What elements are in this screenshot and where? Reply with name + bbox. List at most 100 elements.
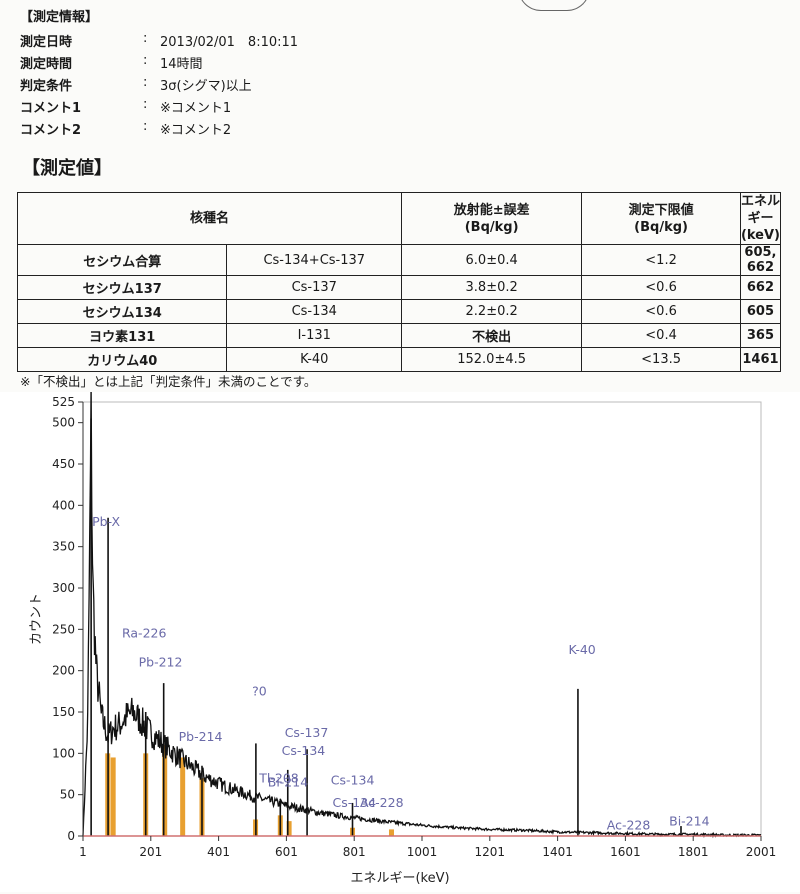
x-axis: 1 201 401 601 801 1001 1201 1401 1601 1801 2001 <box>79 836 776 859</box>
header-limit: 測定下限値 (Bq/kg) <box>581 192 741 245</box>
y-tick-label: 50 <box>60 788 75 802</box>
info-colon: : <box>143 97 148 112</box>
info-label: コメント1 <box>20 101 82 116</box>
stamp-mark <box>518 0 590 11</box>
peak-annotations: Pb-X Ra-226 Pb-212 ?0 Pb-214 Cs-137 Cs-134 Tl-2… <box>92 514 709 832</box>
x-tick-label: 1601 <box>610 845 641 859</box>
y-tick-label: 0 <box>67 829 75 843</box>
y-tick-label: 500 <box>52 416 75 430</box>
table-row: セシウム134 Cs-134 2.2±0.2 <0.6 605 <box>16 299 782 324</box>
info-colon: : <box>143 31 148 46</box>
x-tick-label: 1801 <box>678 845 709 859</box>
activity-value: 152.0±4.5 <box>401 347 583 372</box>
table-header-row: 核種名 放射能±誤差 (Bq/kg) 測定下限値 (Bq/kg) エネルギー (keV… <box>16 192 782 245</box>
peak-annotation: Bi-214 <box>268 774 308 789</box>
peak-annotation: Ac-228 <box>607 817 651 832</box>
y-tick-label: 150 <box>52 705 75 719</box>
peak-annotation: K-40 <box>568 642 595 657</box>
peak-annotation: Pb-212 <box>139 655 183 670</box>
limit-value: <13.5 <box>581 347 741 372</box>
y-tick-label: 525 <box>52 395 75 409</box>
table-row: セシウム合算 Cs-134+Cs-137 6.0±0.4 <1.2 605, 6… <box>16 244 782 276</box>
header-activity: 放射能±誤差 (Bq/kg) <box>401 192 583 245</box>
header-energy-unit: (keV) <box>740 228 780 243</box>
peak-annotation: Tl-208 <box>258 770 299 785</box>
limit-value: <0.4 <box>581 323 741 348</box>
highlight-band <box>286 821 292 836</box>
nuclide-name: セシウム合算 <box>16 244 228 276</box>
highlight-band <box>162 745 168 836</box>
limit-value: <0.6 <box>581 299 741 324</box>
nuclide-code: Cs-134+Cs-137 <box>226 244 403 276</box>
info-colon: : <box>143 119 148 134</box>
y-tick-label: 250 <box>52 622 75 636</box>
x-tick-label: 401 <box>207 845 230 859</box>
energy-value: 662 <box>739 275 782 300</box>
y-tick-label: 100 <box>52 746 75 760</box>
energy-value: 365 <box>739 323 782 348</box>
table-row: カリウム40 K-40 152.0±4.5 <13.5 1461 <box>16 347 782 372</box>
header-energy: エネルギー (keV) <box>739 192 782 245</box>
x-tick-label: 1401 <box>542 845 573 859</box>
y-axis-label: カウント <box>29 593 44 645</box>
info-value: ※コメント1 <box>160 101 232 116</box>
nuclide-code: Cs-137 <box>226 275 403 300</box>
header-limit-unit: (Bq/kg) <box>634 219 688 235</box>
header-activity-label: 放射能±誤差 <box>453 202 530 218</box>
energy-value: 605, 662 <box>739 244 782 276</box>
header-activity-unit: (Bq/kg) <box>464 219 519 235</box>
x-tick-label: 801 <box>343 845 366 859</box>
info-section-header: 【測定情報】 <box>20 10 99 25</box>
spectrum-line <box>82 392 762 839</box>
activity-value: 3.8±0.2 <box>401 275 583 300</box>
x-tick-label: 201 <box>139 845 162 859</box>
peak-annotation: Ac-228 <box>360 795 404 810</box>
x-tick-label: 1 <box>79 845 87 859</box>
chart-background <box>0 392 800 892</box>
peak-annotation: Cs-137 <box>285 725 329 740</box>
info-value: 14時間 <box>160 57 203 72</box>
x-tick-label: 2001 <box>746 845 777 859</box>
measurement-section-header: 【測定値】 <box>22 158 112 179</box>
highlight-band <box>388 829 394 836</box>
activity-value: 不検出 <box>401 323 583 348</box>
info-value: 2013/02/01 8:10:11 <box>160 35 299 50</box>
info-value: 3σ(シグマ)以上 <box>160 79 252 94</box>
table-row: セシウム137 Cs-137 3.8±0.2 <0.6 662 <box>16 275 782 300</box>
nuclide-name: セシウム137 <box>16 275 228 300</box>
highlight-band <box>180 757 186 836</box>
energy-value: 1461 <box>739 347 782 372</box>
peak-annotation: Pb-X <box>92 514 120 529</box>
y-tick-label: 400 <box>52 498 75 512</box>
energy-value: 605 <box>739 299 782 324</box>
y-tick-label: 200 <box>52 664 75 678</box>
peak-annotation: Cs-134 <box>331 773 375 788</box>
nuclide-name: ヨウ素131 <box>16 323 228 348</box>
peak-annotation: Pb-214 <box>179 729 223 744</box>
y-tick-label: 450 <box>52 457 75 471</box>
info-label: 測定時間 <box>20 57 73 72</box>
header-nuclide: 核種名 <box>16 192 403 245</box>
header-limit-label: 測定下限値 <box>628 202 694 218</box>
activity-value: 2.2±0.2 <box>401 299 583 324</box>
info-label: 測定日時 <box>20 35 73 50</box>
y-tick-label: 300 <box>52 581 75 595</box>
table-row: ヨウ素131 I-131 不検出 <0.4 365 <box>16 323 782 348</box>
info-colon: : <box>143 75 148 90</box>
info-value: ※コメント2 <box>160 123 232 138</box>
nuclide-code: I-131 <box>226 323 403 348</box>
y-axis: 0 50 100 150 200 250 300 350 400 450 500 525 <box>52 395 84 843</box>
x-tick-label: 1001 <box>407 845 438 859</box>
peak-annotation: Cs-134 <box>333 795 377 810</box>
peak-annotation: ?0 <box>252 683 267 698</box>
info-colon: : <box>143 53 148 68</box>
x-tick-label: 1201 <box>475 845 506 859</box>
header-energy-label: エネルギー <box>740 194 780 226</box>
peak-annotation: Bi-214 <box>669 813 709 828</box>
info-label: 判定条件 <box>20 79 73 94</box>
highlight-band <box>110 757 116 836</box>
activity-value: 6.0±0.4 <box>401 244 583 276</box>
x-tick-label: 601 <box>275 845 298 859</box>
nuclide-code: Cs-134 <box>226 299 403 324</box>
